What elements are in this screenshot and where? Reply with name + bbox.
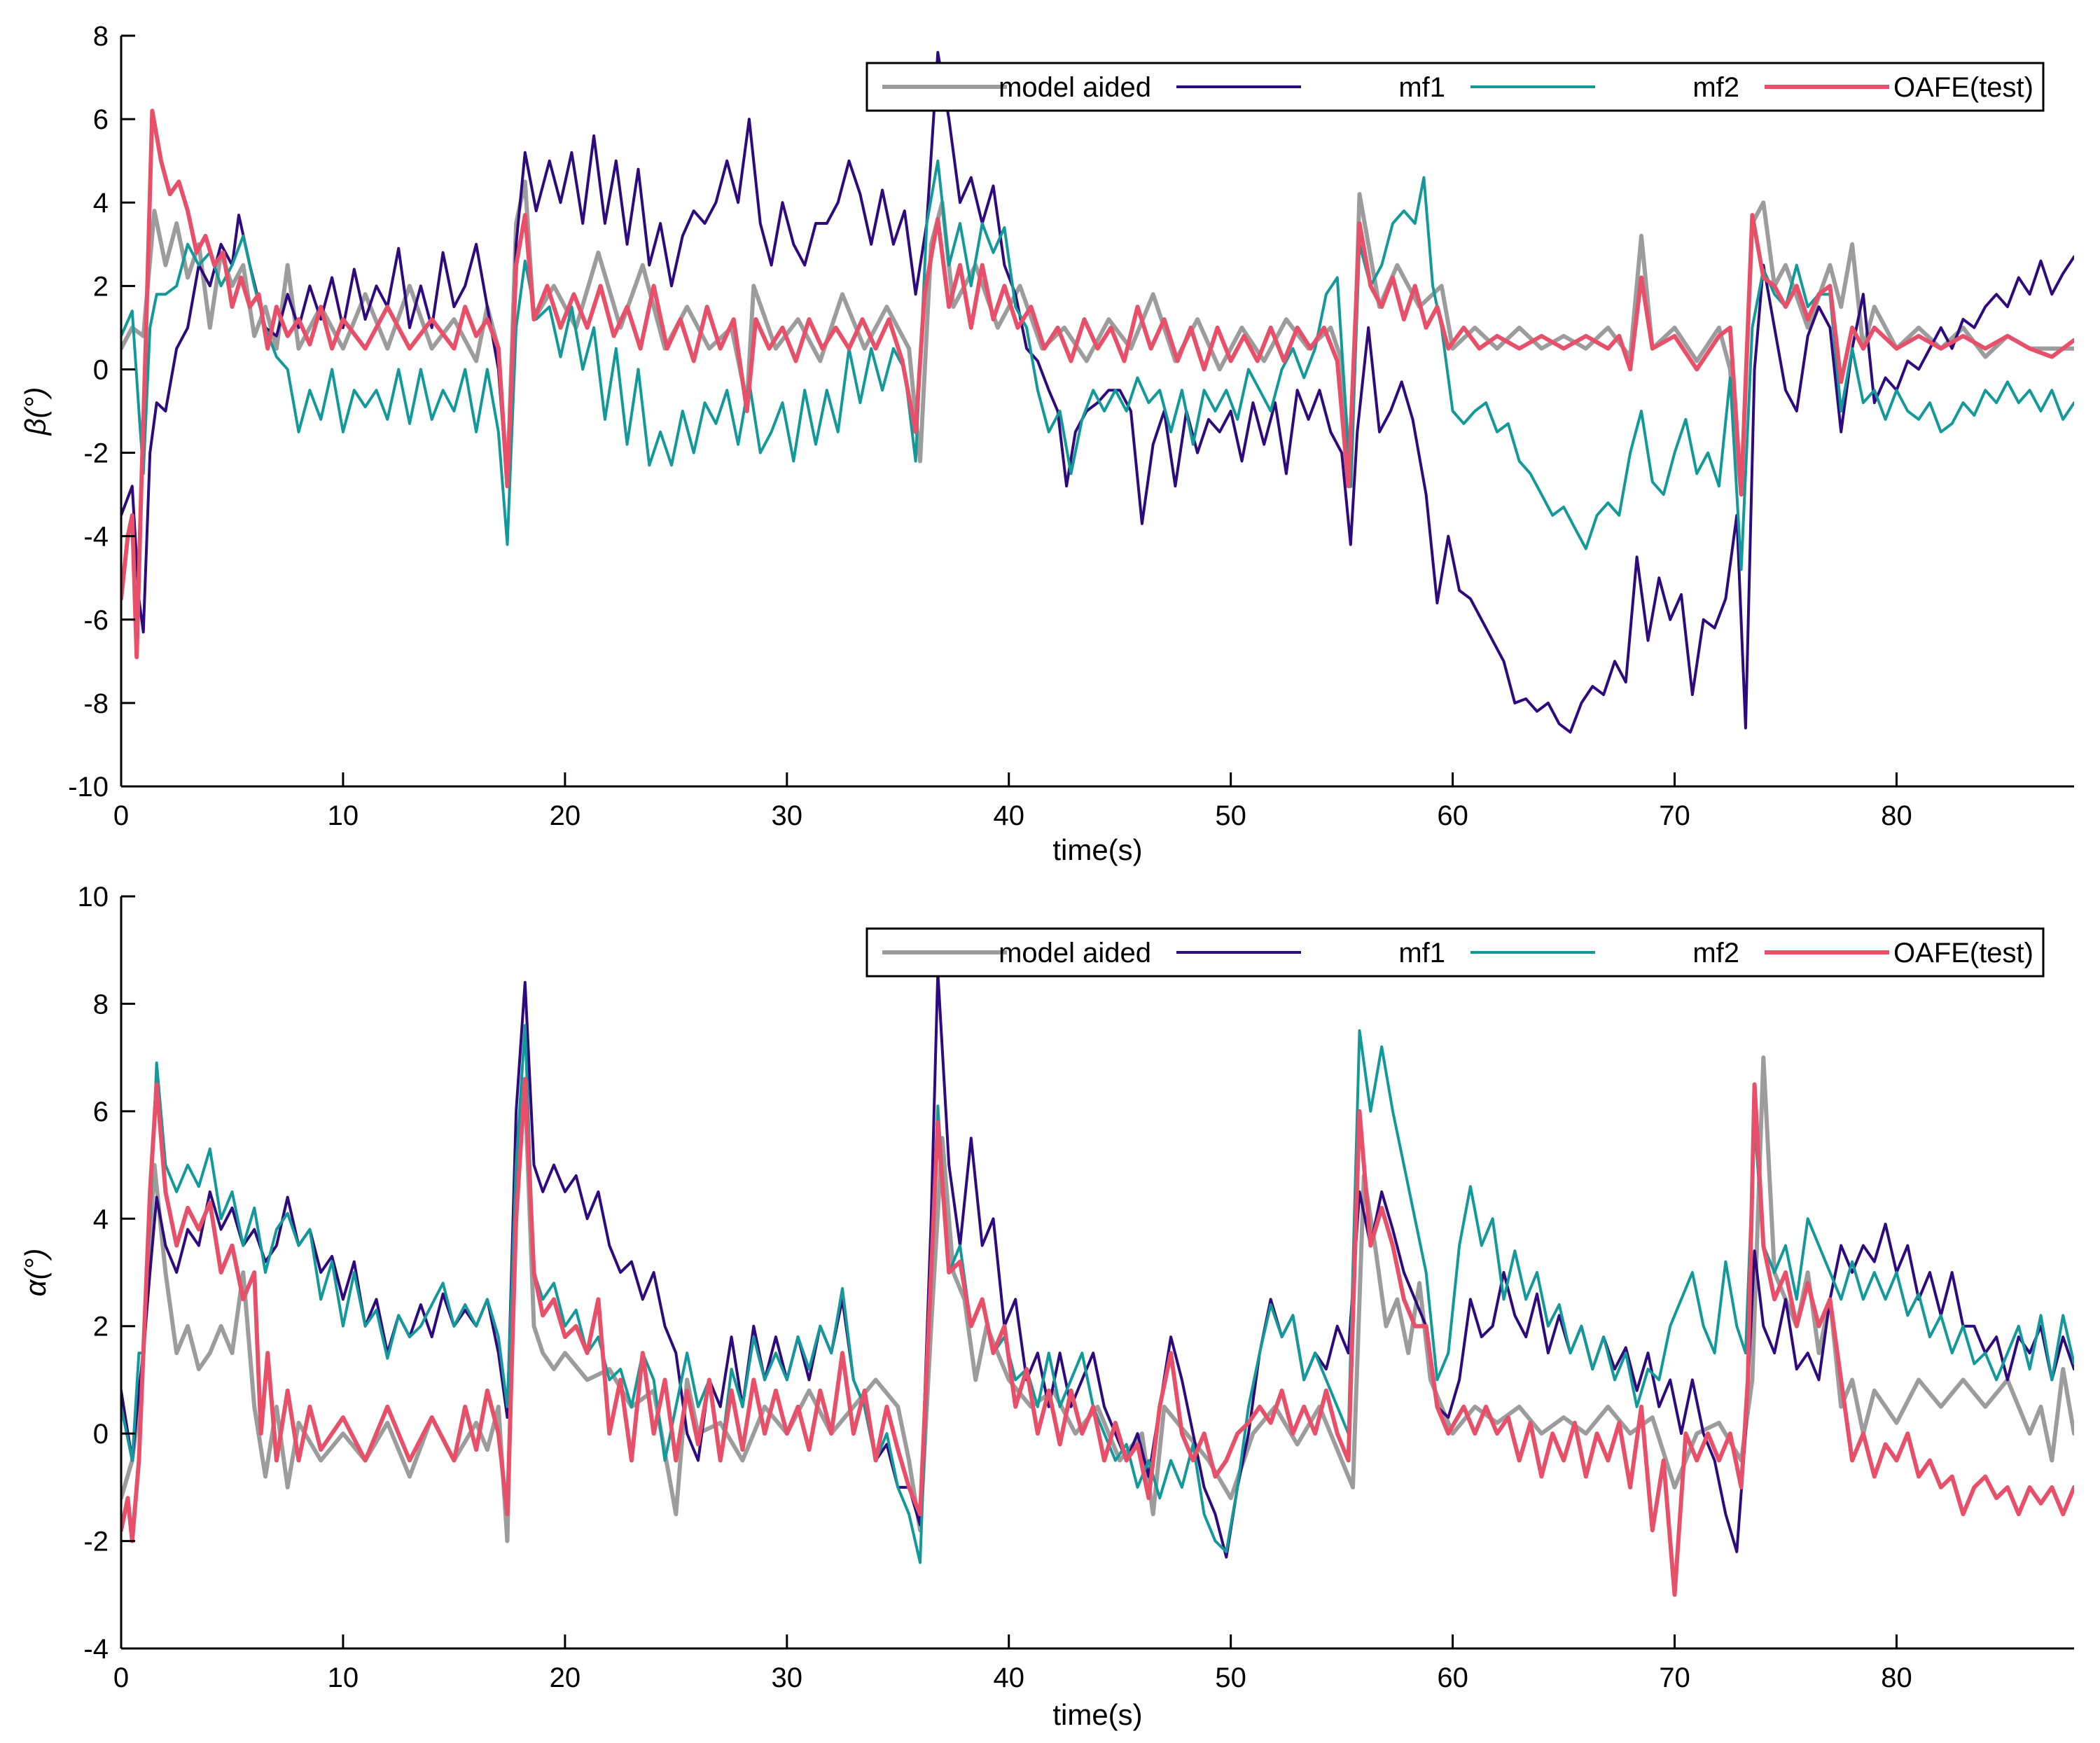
alpha-line-mf2 (121, 1024, 2074, 1564)
alpha-legend-label: mf1 (1398, 938, 1445, 968)
beta-x-tick-label: 40 (993, 800, 1024, 831)
alpha-x-tick-label: 40 (993, 1662, 1024, 1693)
beta-legend-label: mf1 (1398, 72, 1445, 103)
alpha-legend-item: OAFE(test) (1765, 938, 2033, 968)
beta-x-tick-label: 30 (772, 800, 803, 831)
alpha-x-tick-label: 80 (1881, 1662, 1912, 1693)
beta-x-tick-label: 20 (550, 800, 581, 831)
beta-y-axis-label: β(°) (19, 387, 52, 437)
beta-x-tick-label: 70 (1659, 800, 1690, 831)
alpha-x-tick-label: 60 (1437, 1662, 1468, 1693)
beta-legend-label: model aided (999, 72, 1151, 103)
alpha-y-tick-label: 6 (93, 1097, 109, 1127)
alpha-plot: 0 10 20 30 40 50 60 70 80 -4 -2 0 2 4 6 8 10 time(s) α(°) m… (19, 882, 2074, 1731)
alpha-legend-item: mf1 (1176, 938, 1445, 968)
alpha-x-tick-label: 70 (1659, 1662, 1690, 1693)
beta-legend: model aided mf1 mf2 OAFE(test) (865, 62, 2045, 112)
beta-y-tick-label: -10 (68, 772, 109, 803)
alpha-line-oafe-test (121, 1076, 2074, 1597)
beta-plot: 0 10 20 30 40 50 60 70 80 -10 -8 -6 -4 -2 0 2 4 6 8 time(s)… (19, 21, 2074, 866)
alpha-x-tick-label: 20 (550, 1662, 581, 1693)
alpha-x-tick-label: 50 (1215, 1662, 1246, 1693)
alpha-legend-label: OAFE(test) (1893, 938, 2033, 968)
beta-y-tick-label: -8 (83, 688, 109, 719)
alpha-x-tick-label: 10 (328, 1662, 359, 1693)
beta-y-tick-label: -2 (83, 438, 109, 469)
beta-legend-label: OAFE(test) (1893, 72, 2033, 103)
beta-x-tick-label: 60 (1437, 800, 1468, 831)
alpha-x-tick-label: 0 (113, 1662, 129, 1693)
alpha-legend-item: model aided (882, 938, 1151, 968)
beta-y-tick-label: 6 (93, 104, 109, 135)
alpha-y-axis-label: α(°) (19, 1249, 52, 1297)
alpha-y-tick-label: 2 (93, 1312, 109, 1342)
beta-y-tick-label: -6 (83, 605, 109, 636)
alpha-y-tick-label: 10 (78, 882, 109, 912)
beta-y-tick-label: 0 (93, 354, 109, 385)
alpha-x-tick-label: 30 (772, 1662, 803, 1693)
alpha-y-tick-label: 8 (93, 989, 109, 1020)
alpha-y-tick-label: 4 (93, 1204, 109, 1235)
beta-legend-item: mf1 (1176, 72, 1445, 103)
beta-y-tick-label: -4 (83, 522, 109, 553)
beta-x-tick-label: 50 (1215, 800, 1246, 831)
alpha-legend-box (865, 927, 2045, 978)
alpha-legend: model aided mf1 mf2 OAFE(test) (865, 927, 2045, 978)
beta-y-tick-label: 8 (93, 21, 109, 52)
alpha-legend-item: mf2 (1470, 938, 1739, 968)
beta-legend-item: mf2 (1470, 72, 1739, 103)
beta-x-axis-label: time(s) (1052, 833, 1142, 866)
beta-x-tick-label: 10 (328, 800, 359, 831)
alpha-x-axis-label: time(s) (1052, 1698, 1142, 1731)
beta-legend-label: mf2 (1692, 72, 1739, 103)
beta-line-oafe-test (121, 109, 2074, 660)
beta-line-mf2 (121, 159, 2074, 571)
beta-series-group (121, 50, 2074, 734)
alpha-series-group (121, 970, 2074, 1597)
beta-x-tick-label: 0 (113, 800, 129, 831)
beta-y-tick-label: 2 (93, 271, 109, 302)
alpha-y-tick-label: -4 (83, 1634, 109, 1665)
alpha-legend-label: mf2 (1692, 938, 1739, 968)
alpha-legend-label: model aided (999, 938, 1151, 968)
alpha-y-tick-label: 0 (93, 1419, 109, 1450)
beta-legend-item: OAFE(test) (1765, 72, 2033, 103)
beta-x-tick-label: 80 (1881, 800, 1912, 831)
beta-legend-item: model aided (882, 72, 1151, 103)
alpha-y-tick-label: -2 (83, 1527, 109, 1557)
beta-y-tick-label: 4 (93, 188, 109, 218)
